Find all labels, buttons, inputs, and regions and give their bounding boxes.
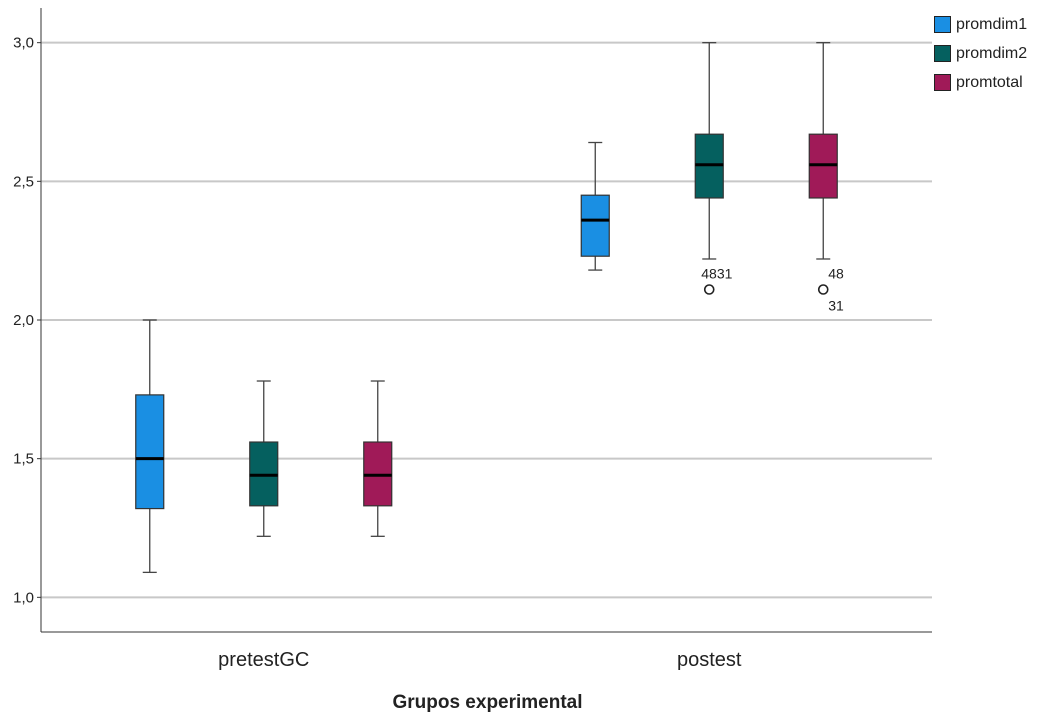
- x-tick-label: pretestGC: [218, 649, 309, 671]
- legend-item-promtotal: promtotal: [934, 68, 1027, 97]
- box-promtotal-postest: 48 31: [808, 42, 844, 313]
- y-tick-label: 2,0: [13, 312, 34, 329]
- y-tick-label: 2,5: [13, 173, 34, 190]
- x-tick-label: postest: [677, 649, 742, 671]
- legend-label: promtotal: [956, 74, 1023, 91]
- legend-item-promdim1: promdim1: [934, 10, 1027, 39]
- y-tick-label: 3,0: [13, 35, 34, 52]
- legend-item-promdim2: promdim2: [934, 39, 1027, 68]
- box-promtotal-pretestGC: [363, 380, 393, 537]
- box-iqr: [135, 394, 165, 510]
- box-promdim1-postest: [580, 141, 610, 271]
- outlier-label: 31: [828, 297, 844, 313]
- x-axis-title: Grupos experimental: [392, 692, 583, 713]
- y-tick-label: 1,0: [13, 589, 34, 606]
- legend-label: promdim2: [956, 45, 1028, 62]
- legend-swatch: [934, 16, 951, 33]
- legend: promdim1 promdim2 promtotal: [934, 10, 1027, 97]
- box-promdim1-pretestGC: [135, 319, 165, 574]
- outlier-label: 48: [828, 265, 844, 281]
- box-promdim2-postest: 4831: [694, 42, 733, 295]
- box-promdim2-pretestGC: [249, 380, 279, 537]
- legend-label: promdim1: [956, 16, 1028, 33]
- legend-swatch: [934, 45, 951, 62]
- legend-swatch: [934, 74, 951, 91]
- outlier-point: [817, 284, 829, 295]
- outlier-label: 4831: [701, 265, 732, 281]
- outlier-point: [703, 284, 715, 295]
- box-iqr: [580, 194, 610, 257]
- y-tick-label: 1,5: [13, 451, 34, 468]
